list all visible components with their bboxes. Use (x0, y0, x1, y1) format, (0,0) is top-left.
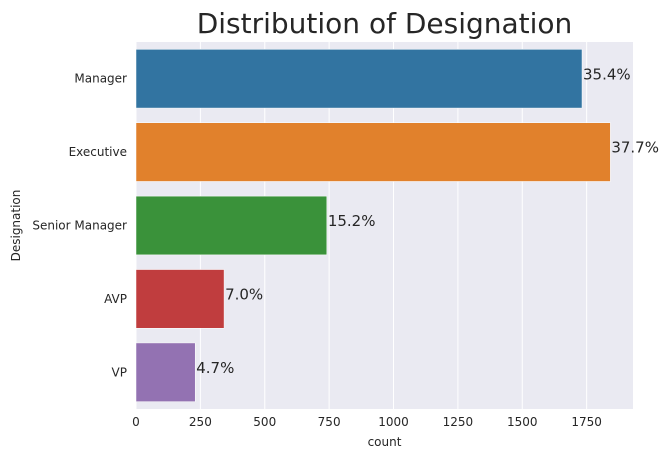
bar-avp (135, 269, 225, 329)
data-label: 15.2% (328, 212, 376, 230)
x-tick-label: 1250 (443, 415, 474, 429)
y-tick-label: VP (112, 365, 127, 379)
x-tick-label: 1500 (507, 415, 538, 429)
x-tick-label: 0 (132, 415, 140, 429)
x-tick-labels: 0 250 500 750 1000 1250 1500 1750 (132, 415, 602, 429)
x-tick-label: 250 (189, 415, 212, 429)
chart-title: Distribution of Designation (197, 7, 573, 40)
y-tick-label: AVP (104, 292, 127, 306)
x-tick-label: 500 (253, 415, 276, 429)
x-tick-label: 1750 (571, 415, 602, 429)
data-label: 7.0% (225, 286, 263, 304)
data-label: 35.4% (583, 65, 631, 83)
x-axis-label: count (368, 435, 402, 449)
data-label: 37.7% (611, 139, 659, 157)
y-tick-label: Manager (74, 72, 127, 86)
y-tick-label: Senior Manager (32, 219, 127, 233)
y-tick-labels: Manager Executive Senior Manager AVP VP (32, 72, 127, 380)
bar-manager (135, 49, 583, 109)
data-labels: 35.4% 37.7% 15.2% 7.0% 4.7% (196, 65, 659, 377)
x-tick-label: 1000 (378, 415, 409, 429)
bar-vp (135, 342, 196, 402)
data-label: 4.7% (196, 359, 234, 377)
bar-executive (135, 122, 611, 182)
y-tick-label: Executive (69, 145, 127, 159)
bar-senior-manager (135, 195, 328, 256)
bars (135, 49, 611, 402)
y-axis-label: Designation (9, 190, 23, 262)
x-tick-label: 750 (318, 415, 341, 429)
